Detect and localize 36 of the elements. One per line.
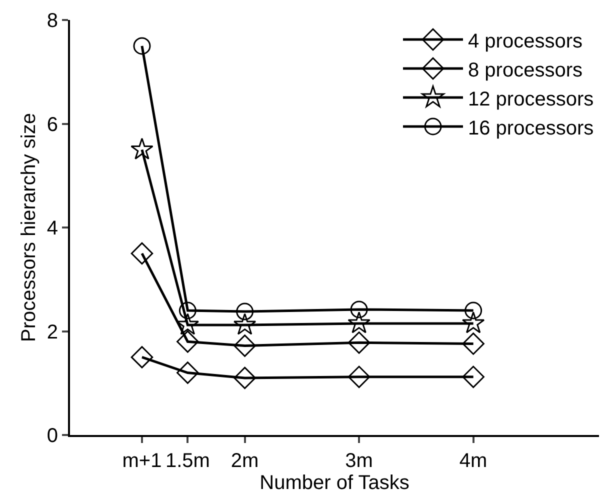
point bbox=[236, 302, 254, 320]
x-tick-label: 2m bbox=[230, 450, 259, 472]
y-axis-title: Processors hierarchy size bbox=[18, 113, 40, 342]
point bbox=[176, 313, 200, 335]
point bbox=[462, 312, 485, 334]
point bbox=[130, 138, 154, 160]
y-tick-label: 0 bbox=[46, 425, 58, 447]
point bbox=[178, 302, 196, 320]
point bbox=[462, 366, 484, 388]
legend-label: 16 processors bbox=[468, 117, 594, 140]
x-axis-title: Number of Tasks bbox=[260, 472, 410, 494]
legend-label: 4 processors bbox=[468, 30, 582, 52]
point bbox=[133, 37, 151, 55]
legend-label: 8 processors bbox=[468, 59, 582, 82]
legend-label: 12 processors bbox=[468, 88, 594, 110]
point bbox=[348, 312, 370, 334]
y-tick-label: 2 bbox=[46, 321, 58, 344]
point bbox=[176, 330, 199, 353]
y-tick-label: 8 bbox=[46, 10, 58, 32]
x-tick-label: 4m bbox=[459, 450, 488, 472]
point bbox=[234, 334, 256, 357]
x-tick-label: 1.5m bbox=[165, 450, 210, 472]
x-tick-label: m+1 bbox=[122, 450, 162, 472]
point bbox=[348, 332, 370, 354]
point bbox=[176, 362, 199, 384]
point bbox=[348, 366, 370, 388]
y-tick-label: 6 bbox=[46, 114, 58, 136]
x-tick-label: 3m bbox=[345, 450, 373, 472]
point bbox=[234, 366, 256, 390]
point bbox=[464, 302, 482, 320]
y-tick-label: 4 bbox=[46, 218, 58, 240]
point bbox=[233, 313, 256, 335]
point bbox=[130, 242, 154, 265]
point bbox=[130, 346, 154, 368]
point bbox=[462, 332, 484, 355]
point bbox=[350, 300, 368, 318]
